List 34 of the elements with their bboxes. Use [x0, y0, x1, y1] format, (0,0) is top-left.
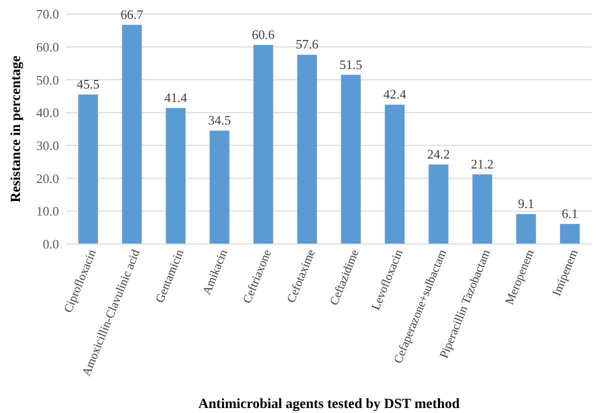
bar	[516, 214, 536, 244]
y-tick-label: 40.0	[36, 105, 59, 120]
bar	[210, 130, 230, 244]
data-label: 57.6	[296, 36, 319, 52]
bar	[78, 94, 98, 244]
bar	[472, 174, 492, 244]
data-label: 45.5	[76, 76, 100, 92]
y-tick-label: 70.0	[36, 6, 59, 22]
bar	[122, 24, 142, 244]
bar	[297, 54, 317, 244]
data-label: 34.5	[208, 112, 231, 128]
y-tick-label: 20.0	[36, 170, 59, 186]
data-label: 41.4	[164, 90, 188, 105]
y-tick-label: 60.0	[36, 39, 59, 54]
x-axis-title: Antimicrobial agents tested by DST method	[198, 397, 460, 412]
bar	[341, 74, 361, 244]
bar	[428, 164, 448, 244]
data-label: 66.7	[120, 6, 144, 22]
data-label: 42.4	[383, 86, 407, 102]
data-label: 51.5	[340, 56, 362, 72]
bar	[253, 44, 274, 244]
bar	[560, 224, 580, 244]
y-tick-label: 0.0	[42, 236, 59, 252]
y-tick-label: 30.0	[36, 138, 59, 153]
y-tick-label: 50.0	[36, 72, 59, 88]
data-label: 6.1	[562, 206, 578, 221]
data-label: 21.2	[470, 156, 494, 172]
y-axis-title: Resistance in percentage	[9, 56, 24, 202]
data-label: 9.1	[518, 196, 534, 212]
data-label: 60.6	[252, 26, 276, 42]
data-label: 24.2	[427, 146, 450, 162]
bar	[166, 108, 186, 244]
bar	[384, 104, 405, 244]
y-tick-label: 10.0	[36, 204, 59, 219]
